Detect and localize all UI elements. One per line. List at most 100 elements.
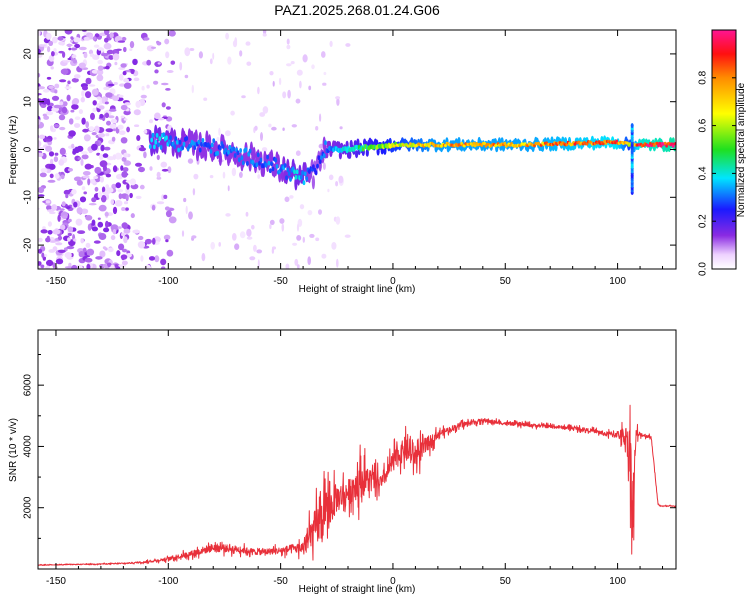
spectrogram-noise-blob [121, 171, 128, 178]
spectrogram-noise-blob [309, 233, 315, 238]
spectrogram-ridge-cell [227, 149, 230, 155]
spectrogram-noise-blob [123, 152, 129, 158]
spectrogram-noise-blob [53, 156, 59, 163]
spectrogram-noise-blob [99, 113, 104, 119]
spectrogram-ridge-cell [601, 142, 605, 146]
spectrogram-noise-blob [66, 44, 73, 47]
snr-x-tick-label: 50 [500, 576, 512, 587]
spectrogram-noise-blob [302, 54, 308, 63]
spectrogram-noise-blob [70, 47, 78, 51]
spectrogram-noise-blob [99, 160, 108, 168]
spectrogram-noise-blob [125, 194, 129, 202]
spectrogram-noise-blob [282, 127, 285, 131]
spectrogram-noise-blob [59, 208, 65, 211]
spectrogram-noise-blob [110, 118, 117, 124]
spectrogram-noise-blob [319, 113, 322, 122]
snr-x-ticks: -150 -100 -50 0 50 100 [46, 330, 664, 587]
spectrogram-noise-blob [54, 90, 58, 94]
spectrogram-noise-blob [101, 186, 106, 193]
spectrogram-noise-blob [80, 158, 84, 166]
spectrogram-noise-blob [68, 47, 72, 51]
spectrogram-ridge-cell [289, 177, 292, 182]
spectrogram-noise-blob [106, 187, 114, 193]
spectrogram-noise-blob [286, 38, 290, 45]
spectrogram-ridge-cell [175, 140, 179, 145]
spectrogram-noise-blob [322, 162, 326, 170]
spectrogram-noise-blob [91, 226, 98, 232]
spectrogram-noise-blob [345, 43, 351, 47]
spectrogram-noise-blob [192, 188, 196, 196]
spectrogram-noise-blob [126, 126, 130, 133]
spectrogram-ridge-cell [224, 147, 228, 153]
spectrogram-noise-blob [126, 253, 132, 258]
spectrogram-noise-blob [218, 242, 221, 247]
spectrogram-noise-blob [284, 196, 290, 203]
spectrogram-noise-blob [269, 219, 275, 225]
spectrogram-noise-blob [49, 158, 54, 165]
spectrogram-ridge-cell [236, 150, 240, 156]
spectrogram-noise-blob [129, 178, 136, 186]
spectrogram-noise-blob [102, 246, 107, 250]
spectrogram-noise-blob [279, 218, 285, 224]
spectrogram-ridge-halo [356, 138, 360, 147]
spectrogram-noise-blob [181, 230, 185, 237]
spectrogram-noise-blob [79, 196, 87, 203]
spectrogram-noise-blob [104, 30, 110, 36]
spectrogram-noise-blob [43, 115, 50, 120]
spectrogram-ridge-cell [392, 144, 396, 148]
spectrogram-noise-blob [50, 240, 57, 243]
spectrogram-noise-blob [97, 221, 104, 228]
spectrogram-ridge-cell [216, 150, 220, 156]
spectrogram-noise-blob [105, 173, 112, 178]
spectrogram-ridge-cell [193, 145, 197, 151]
spectrogram-noise-blob [156, 201, 165, 205]
spectrogram-noise-blob [40, 229, 48, 234]
spectrogram-noise-blob [74, 43, 81, 49]
spectrogram-noise-blob [138, 235, 144, 241]
spectrogram-noise-blob [231, 167, 237, 177]
spectrogram-noise-blob [130, 68, 135, 75]
spectrogram-noise-blob [54, 83, 60, 89]
spectrogram-noise-blob [75, 218, 83, 226]
spectrogram-noise-blob [160, 258, 167, 266]
spectrogram-ridge-cell [208, 144, 212, 150]
spectrogram-noise-blob [344, 234, 351, 238]
spectrogram-noise-blob [286, 44, 291, 50]
spectrogram-y-tick-label: -20 [23, 237, 34, 252]
spectrogram-noise-blob [51, 204, 58, 211]
spectrogram-noise-blob [153, 80, 159, 85]
spectrogram-noise-blob [60, 224, 66, 230]
spectrogram-noise-blob [269, 71, 274, 76]
spectrogram-noise-blob [38, 86, 45, 90]
spectrogram-ridge-cell [287, 171, 291, 177]
spectrogram-noise-blob [339, 126, 343, 130]
spectrogram-noise-blob [122, 167, 129, 172]
spectrogram-noise-blob [72, 98, 80, 105]
spectrogram-ridge-cell [266, 154, 269, 160]
spectrogram-noise-blob [135, 162, 142, 167]
spectrogram-ridge-cell [221, 144, 225, 149]
spectrogram-noise-blob [108, 108, 117, 112]
spectrogram-noise-blob [105, 133, 110, 137]
spectrogram-noise-blob [307, 256, 312, 265]
spectrogram-noise-blob [158, 117, 165, 121]
spectrogram-noise-blob [285, 263, 290, 269]
spectrogram-noise-blob [97, 217, 101, 220]
spectrogram-noise-blob [53, 137, 57, 140]
spectrogram-noise-blob [68, 118, 74, 125]
spectrogram-ridge-cell [174, 136, 178, 142]
spectrogram-noise-blob [249, 256, 256, 261]
spectrogram-noise-blob [82, 175, 90, 179]
snr-x-tick-label: -50 [273, 576, 288, 587]
spectrogram-noise-blob [130, 213, 135, 219]
spectrogram-noise-blob [47, 221, 53, 227]
spectrogram-ridge-cell [240, 155, 244, 161]
spectrogram-noise-blob [48, 85, 55, 90]
spectrogram-ridge-cell [305, 176, 309, 182]
spectrogram-noise-blob [151, 46, 156, 49]
spectrogram-noise-blob [218, 127, 221, 136]
spectrogram-noise-blob [146, 59, 152, 66]
spectrogram-noise-blob [32, 92, 37, 96]
spectrogram-noise-blob [92, 107, 97, 112]
